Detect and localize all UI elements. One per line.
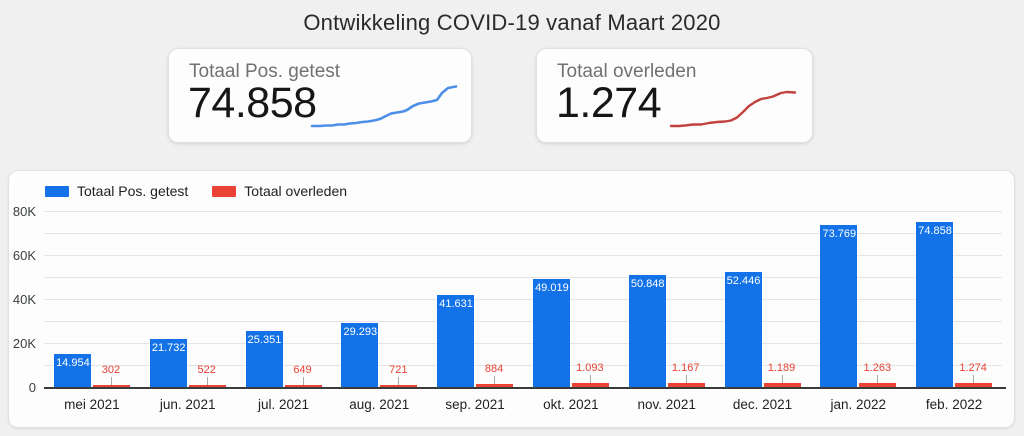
bar-overleden-jan. 2022[interactable] [859,383,897,387]
x-tick-sep. 2021: sep. 2021 [445,397,505,412]
bar-value-overleden-feb. 2022: 1.274 [959,362,987,374]
gridline-50000 [44,277,1002,278]
leader-line-mei 2021 [110,377,112,385]
kpi-label-overleden: Totaal overleden [557,61,697,82]
bar-overleden-aug. 2021[interactable] [380,385,418,387]
kpi-card-overleden: Totaal overleden 1.274 [536,48,813,143]
x-tick-aug. 2021: aug. 2021 [349,397,410,412]
leader-line-dec. 2021 [781,375,783,383]
x-tick-mei 2021: mei 2021 [64,397,120,412]
kpi-value-overleden: 1.274 [556,79,662,127]
x-tick-jan. 2022: jan. 2022 [830,397,887,412]
y-tick-0: 0 [28,380,36,395]
bar-value-overleden-nov. 2021: 1.167 [671,362,700,374]
bar-pos-getest-nov. 2021[interactable] [628,275,666,387]
leader-line-nov. 2021 [685,375,687,383]
bar-value-pos-getest-jan. 2022: 73.769 [822,228,857,240]
sparkline-pos-getest [310,85,458,128]
page-title: Ontwikkeling COVID-19 vanaf Maart 2020 [303,10,721,35]
legend-label-overleden: Totaal overleden [244,183,348,199]
legend-item-pos-getest: Totaal Pos. getest [45,183,188,199]
bar-value-pos-getest-feb. 2022: 74.858 [918,225,952,237]
leader-line-jan. 2022 [877,375,879,383]
leader-line-okt. 2021 [589,375,591,383]
legend-label-pos-getest: Totaal Pos. getest [77,183,189,199]
y-tick-80K: 80K [12,204,36,219]
y-tick-40K: 40K [12,292,36,307]
gridline-80000 [44,211,1002,212]
bar-overleden-okt. 2021[interactable] [571,383,609,387]
kpi-label-pos-getest: Totaal Pos. getest [189,61,341,82]
bar-overleden-mei 2021[interactable] [92,385,130,387]
sparkline-overleden [669,90,797,128]
bar-value-overleden-mei 2021: 302 [101,364,121,376]
bar-overleden-jul. 2021[interactable] [284,385,322,387]
bar-value-overleden-jul. 2021: 649 [293,364,312,376]
bar-value-overleden-okt. 2021: 1.093 [576,362,604,374]
gridline-60000 [44,255,1002,256]
kpi-card-pos-getest: Totaal Pos. getest 74.858 [168,48,472,143]
leader-line-sep. 2021 [494,376,496,384]
gridline-70000 [44,233,1002,234]
gridline-40000 [44,299,1002,300]
bar-pos-getest-dec. 2021[interactable] [724,272,762,387]
bar-value-overleden-jun. 2021: 522 [197,364,216,376]
bar-value-pos-getest-sep. 2021: 41.631 [439,298,473,310]
gridline-20000 [44,343,1002,344]
x-tick-okt. 2021: okt. 2021 [543,397,599,412]
bar-value-overleden-dec. 2021: 1.189 [767,362,796,374]
legend-swatch-red-icon [212,185,237,197]
leader-line-aug. 2021 [398,377,400,385]
y-tick-20K: 20K [12,336,36,351]
leader-line-feb. 2022 [973,375,975,383]
bar-chart-panel: Totaal Pos. getest Totaal overleden 80K 6… [8,170,1015,428]
legend-swatch-blue-icon [45,185,69,197]
bar-value-pos-getest-nov. 2021: 50.848 [630,278,665,290]
bar-pos-getest-mei 2021[interactable] [53,354,91,387]
chart-legend: Totaal Pos. getest Totaal overleden [45,183,347,199]
gridline-30000 [44,321,1002,322]
x-tick-dec. 2021: dec. 2021 [732,397,793,412]
gridline-10000 [44,365,1002,366]
bar-pos-getest-jun. 2021[interactable] [149,339,187,387]
bar-overleden-jun. 2021[interactable] [188,385,226,387]
bar-pos-getest-okt. 2021[interactable] [532,279,570,387]
leader-line-jun. 2021 [206,377,208,385]
bar-pos-getest-aug. 2021[interactable] [341,323,379,387]
bar-value-pos-getest-jul. 2021: 25.351 [247,334,282,346]
bar-pos-getest-jul. 2021[interactable] [245,331,283,387]
x-axis-line [44,387,1006,389]
bar-value-overleden-jan. 2022: 1.263 [863,362,892,374]
x-tick-jul. 2021: jul. 2021 [257,397,310,412]
bar-value-pos-getest-mei 2021: 14.954 [56,357,90,369]
kpi-value-pos-getest: 74.858 [188,79,317,127]
bar-pos-getest-feb. 2022[interactable] [916,222,954,387]
bar-overleden-dec. 2021[interactable] [763,383,801,387]
x-tick-nov. 2021: nov. 2021 [637,397,696,412]
bar-value-pos-getest-dec. 2021: 52.446 [726,275,761,287]
bar-pos-getest-sep. 2021[interactable] [437,295,475,387]
bar-value-overleden-sep. 2021: 884 [484,363,504,375]
leader-line-jul. 2021 [302,377,304,385]
bar-value-pos-getest-jun. 2021: 21.732 [151,342,186,354]
bar-overleden-nov. 2021[interactable] [667,383,705,387]
y-tick-60K: 60K [12,248,36,263]
bar-value-pos-getest-okt. 2021: 49.019 [535,282,569,294]
bar-value-pos-getest-aug. 2021: 29.293 [343,326,378,338]
x-tick-jun. 2021: jun. 2021 [159,397,216,412]
bar-value-overleden-aug. 2021: 721 [389,364,408,376]
legend-item-overleden: Totaal overleden [212,183,347,199]
bar-overleden-feb. 2022[interactable] [955,383,993,387]
bar-overleden-sep. 2021[interactable] [476,384,514,387]
bar-pos-getest-jan. 2022[interactable] [820,225,858,387]
x-tick-feb. 2022: feb. 2022 [925,397,983,412]
